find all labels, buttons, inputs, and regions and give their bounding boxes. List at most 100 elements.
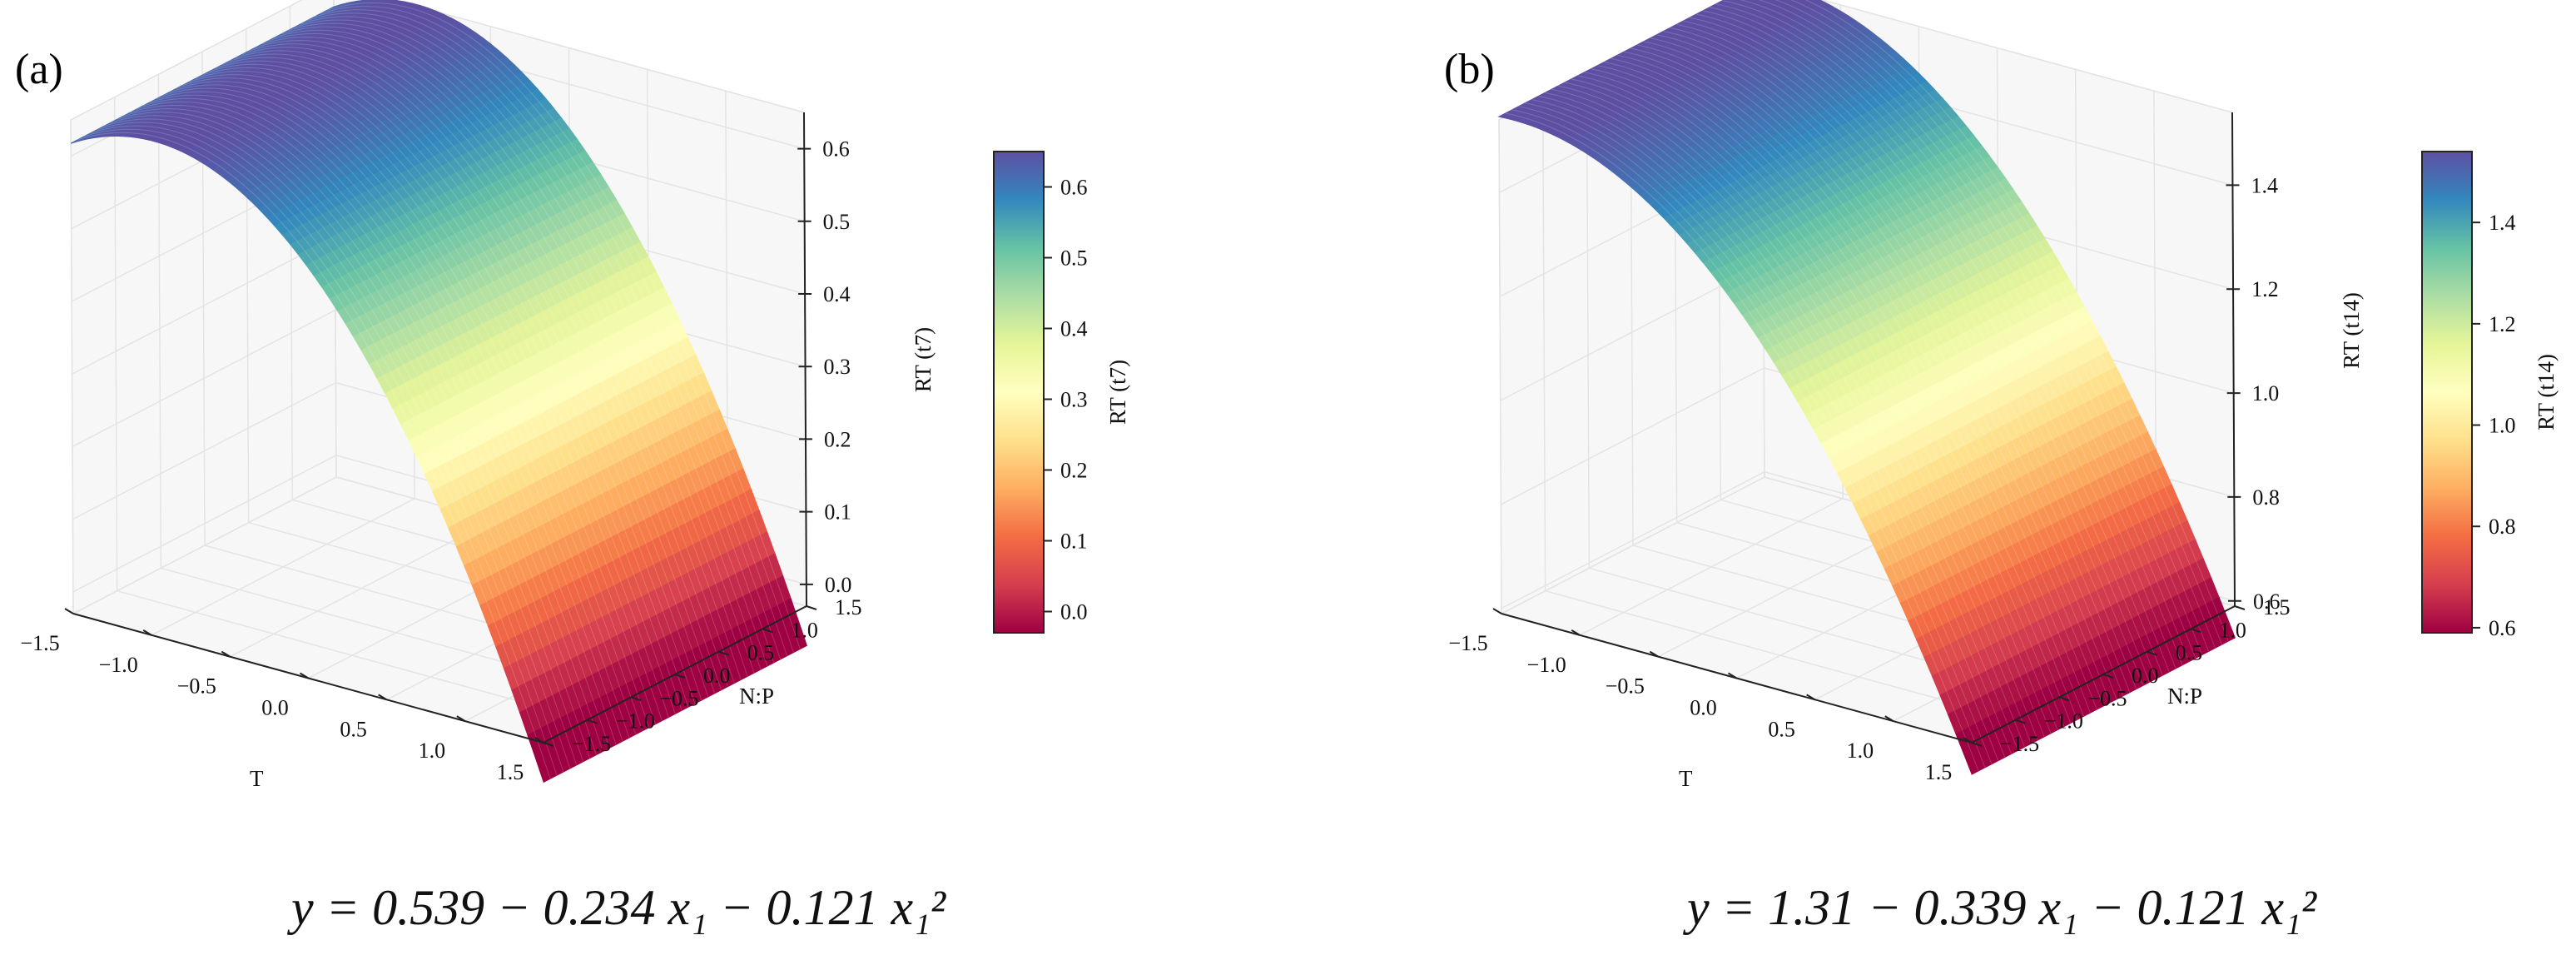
surface-mesh-line (1623, 51, 2097, 710)
surface-mesh-line (267, 32, 742, 680)
z-ticks-a: 0.0 0.1 0.2 0.3 0.4 0.5 0.6 (797, 112, 852, 607)
colorbar-tick-label: 1.2 (2489, 312, 2516, 336)
surface-mesh-line (261, 36, 735, 684)
surface-mesh-line (117, 112, 590, 759)
surface-mesh-line (1511, 109, 1986, 768)
x-tick-mark (1884, 715, 1894, 723)
x-tick-label: −1.0 (1527, 653, 1566, 677)
surface-strip (1521, 0, 1773, 127)
y-tick-mark (631, 696, 642, 702)
colorbar-b: 0.6 0.8 1.0 1.2 1.4 RT (t14) (2421, 151, 2559, 640)
x-axis-label-b: T (1679, 766, 1693, 791)
y-tick-mark (806, 605, 817, 610)
y-axis-label-a: N:P (739, 684, 774, 709)
surface-mesh-line (248, 43, 722, 690)
surface-mesh-line (1670, 27, 2144, 686)
y-tick-label: 0.5 (747, 641, 775, 665)
surface-mesh-line (294, 19, 768, 667)
y-tick-mark (762, 628, 773, 634)
surface-mesh-line (1525, 102, 1999, 761)
y-tick-mark (718, 650, 729, 656)
surface-mesh-line (300, 16, 775, 663)
grid-line-b (1500, 263, 1764, 401)
colorbar-tick-label: 1.0 (2489, 414, 2516, 438)
x-tick-mark (1649, 650, 1659, 658)
surface-mesh-line (1505, 112, 1979, 771)
surface-mesh-line (1790, 0, 2222, 645)
x-tick-label: 0.5 (340, 717, 367, 741)
z-tick-label: 0.3 (824, 355, 851, 379)
x-axis-label-a: T (250, 766, 264, 791)
surface-mesh-line (189, 74, 663, 721)
grid-line-b (1501, 471, 1765, 609)
panel-label-b: (b) (1444, 46, 1495, 93)
x-tick-mark (221, 650, 231, 658)
surface-strip (1513, 0, 1760, 123)
surface-mesh-line (123, 108, 597, 755)
surface-mesh-line (169, 84, 643, 731)
surface-mesh-line (314, 9, 787, 656)
x-tick-mark (378, 694, 388, 701)
surface-mesh-line (1630, 47, 2104, 707)
surface-mesh-line (130, 104, 603, 752)
colorbar-tick-label: 0.4 (1060, 317, 1088, 341)
surface-strip (1497, 0, 1736, 119)
z-tick-label: 1.4 (2251, 173, 2278, 197)
y-tick-label: −1.0 (2044, 709, 2083, 734)
surface-strip (109, 0, 381, 137)
colorbar-label-b: RT (t14) (2534, 354, 2559, 430)
colorbar-tick-label: 0.5 (1060, 246, 1088, 271)
surface-strip (1963, 616, 2236, 775)
y-tick-mark (587, 719, 598, 724)
colorbar-b-ticks: 0.6 0.8 1.0 1.2 1.4 (2472, 211, 2516, 640)
surface-mesh-line (156, 91, 630, 739)
colorbar-tick-label: 1.4 (2489, 211, 2516, 235)
z-axis-label-a: RT (t7) (911, 327, 936, 392)
surface-mesh-line (1604, 62, 2078, 720)
x-tick-mark (299, 672, 310, 679)
y-tick-label: −0.5 (659, 686, 698, 710)
surface-strip (1505, 0, 1748, 122)
grid-line-b (1500, 367, 1764, 505)
surface-strip (534, 621, 807, 783)
surface-mesh-line (196, 70, 669, 718)
grid-line-a (113, 97, 118, 591)
y-tick-label: −1.0 (616, 709, 655, 734)
surface-mesh-line (1758, 0, 2210, 652)
colorbar-b-gradient (2421, 151, 2473, 634)
surface-mesh-line (1643, 41, 2117, 699)
x-tick-label: −0.5 (1606, 674, 1645, 699)
surface-mesh-line (1538, 96, 2013, 754)
equation-b: y = 1.31 − 0.339 x₁ − 0.121 x₁² (1682, 880, 2317, 935)
x-tick-label: 1.5 (497, 760, 524, 784)
y-tick-label: 0.0 (2132, 664, 2159, 688)
y-tick-mark (2147, 650, 2157, 656)
colorbar-tick-label: 0.6 (1060, 176, 1088, 200)
z-tick-label: 0.0 (825, 573, 852, 597)
surface-mesh-line (1577, 75, 2052, 734)
surface-mesh-line (1689, 17, 2163, 676)
x-tick-mark (142, 629, 152, 636)
surface-a (70, 0, 807, 783)
surface-mesh-line (327, 2, 801, 649)
surface-mesh-line (1709, 7, 2183, 665)
y-tick-label: −0.5 (2087, 686, 2127, 710)
surface-mesh-line (103, 118, 578, 765)
x-ticks-a: −1.5 −1.0 −0.5 0.0 0.5 1.0 1.5 (20, 608, 544, 784)
colorbar-tick-label: 0.3 (1060, 388, 1088, 412)
surface-mesh-line (320, 6, 794, 653)
x-tick-label: 1.0 (419, 739, 446, 763)
y-tick-label: −1.5 (572, 732, 611, 756)
surface-mesh-line (255, 40, 728, 687)
surface-mesh-line (235, 50, 709, 697)
surface-mesh-line (1663, 31, 2137, 689)
z-tick-label: 0.4 (823, 282, 851, 306)
surface-mesh-line (1715, 3, 2190, 662)
z-tick-label: 0.6 (2253, 589, 2281, 614)
surface-mesh-line (77, 132, 551, 779)
x-tick-mark (1492, 608, 1502, 614)
surface-mesh-line (1591, 68, 2065, 727)
panel-b: (b) −1.5−1.0−0.50.00.51.01.5 −1.5−1.0−0.… (1444, 0, 2559, 935)
z-tick-label: 0.6 (822, 137, 850, 162)
